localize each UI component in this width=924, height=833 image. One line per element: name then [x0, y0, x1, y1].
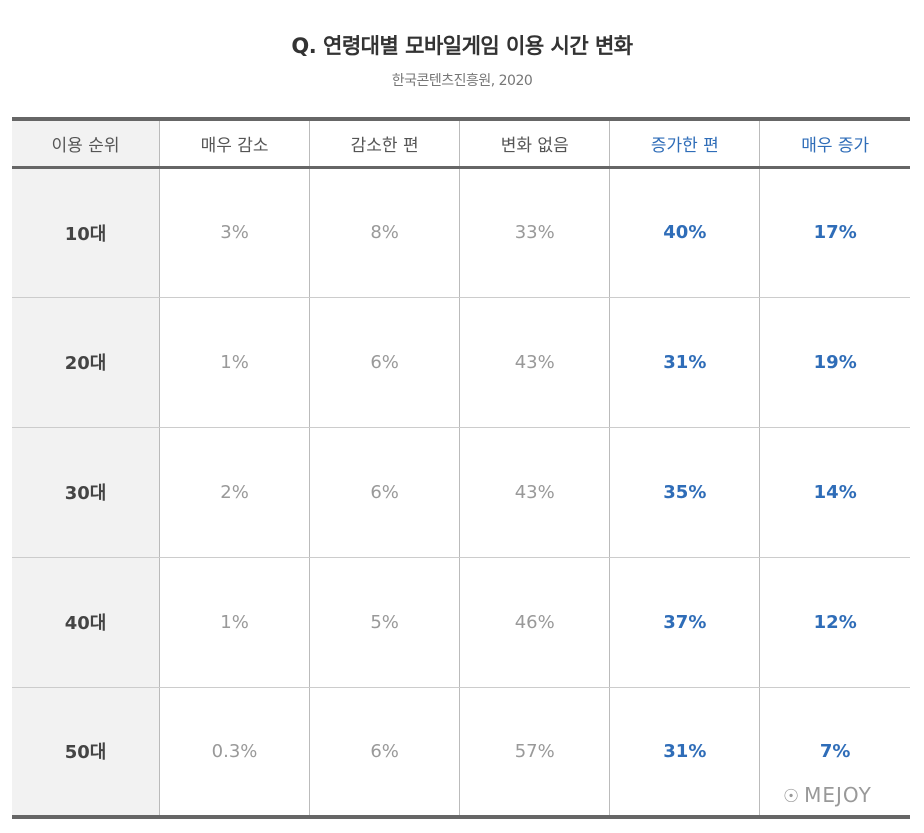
- table-row: 10대 3% 8% 33% 40% 17%: [12, 167, 910, 298]
- table-cell: 8%: [309, 167, 460, 298]
- table-cell: 12%: [759, 557, 910, 688]
- chart-title: Q. 연령대별 모바일게임 이용 시간 변화: [291, 34, 633, 58]
- data-table: 이용 순위 매우 감소 감소한 편 변화 없음 증가한 편 매우 증가 10대 3% 8% 33…: [12, 117, 910, 819]
- table-cell: 57%: [459, 687, 610, 819]
- table-cell: 31%: [609, 297, 760, 428]
- header-row: 이용 순위 매우 감소 감소한 편 변화 없음 증가한 편 매우 증가: [12, 117, 910, 169]
- table-cell: 2%: [158, 427, 310, 558]
- table-cell: 35%: [609, 427, 760, 558]
- chart-subtitle: 한국콘텐츠진흥원, 2020: [391, 73, 533, 89]
- table-cell: 5%: [309, 557, 460, 688]
- table-row: 40대 1% 5% 46% 37% 12%: [12, 557, 910, 688]
- table-cell: 31%: [609, 687, 760, 819]
- table-row: 50대 0.3% 6% 57% 31% 7%: [12, 687, 910, 819]
- row-label: 50대: [12, 687, 160, 819]
- table-cell: 46%: [459, 557, 610, 688]
- table-cell: 40%: [609, 167, 760, 298]
- wechat-icon: ☉: [783, 786, 801, 807]
- column-header: 매우 증가: [759, 117, 910, 169]
- table-cell: 43%: [459, 297, 610, 428]
- table-cell: 19%: [759, 297, 910, 428]
- table-cell: 14%: [759, 427, 910, 558]
- row-label: 30대: [12, 427, 160, 558]
- table-cell: 3%: [158, 167, 310, 298]
- table-row: 20대 1% 6% 43% 31% 19%: [12, 297, 910, 428]
- column-header: 증가한 편: [609, 117, 760, 169]
- row-label: 20대: [12, 297, 160, 428]
- column-header: 변화 없음: [459, 117, 610, 169]
- table-cell: 43%: [459, 427, 610, 558]
- table-cell: 1%: [158, 557, 310, 688]
- table-cell: 0.3%: [158, 687, 310, 819]
- table-cell: 33%: [459, 167, 610, 298]
- table-cell: 37%: [609, 557, 760, 688]
- column-header: 이용 순위: [12, 117, 160, 169]
- table-cell: 17%: [759, 167, 910, 298]
- table-cell: 6%: [309, 297, 460, 428]
- watermark-text: MEJOY: [804, 783, 872, 807]
- table-cell: 1%: [158, 297, 310, 428]
- column-header: 감소한 편: [309, 117, 460, 169]
- row-label: 10대: [12, 167, 160, 298]
- table-cell: 6%: [309, 687, 460, 819]
- table-cell: 6%: [309, 427, 460, 558]
- table-cell: 7%: [759, 687, 910, 819]
- table-row: 30대 2% 6% 43% 35% 14%: [12, 427, 910, 558]
- watermark: ☉ MEJOY: [783, 783, 872, 807]
- row-label: 40대: [12, 557, 160, 688]
- column-header: 매우 감소: [158, 117, 310, 169]
